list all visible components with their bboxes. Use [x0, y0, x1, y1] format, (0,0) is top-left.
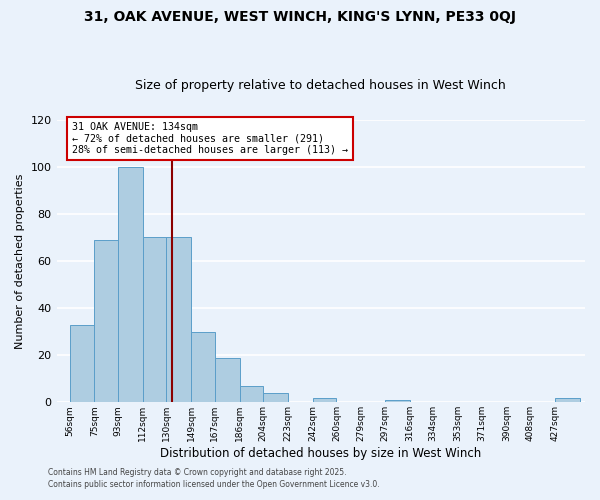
Bar [143, 238, 166, 402]
X-axis label: Distribution of detached houses by size in West Winch: Distribution of detached houses by size … [160, 447, 481, 460]
Text: Contains HM Land Registry data © Crown copyright and database right 2025.
Contai: Contains HM Land Registry data © Crown c… [48, 468, 380, 489]
Text: 31 OAK AVENUE: 134sqm
← 72% of detached houses are smaller (291)
28% of semi-det: 31 OAK AVENUE: 134sqm ← 72% of detached … [72, 122, 348, 155]
Bar [313, 398, 337, 402]
Bar [70, 324, 94, 402]
Bar [385, 400, 410, 402]
Y-axis label: Number of detached properties: Number of detached properties [15, 173, 25, 348]
Bar [555, 398, 580, 402]
Bar [166, 238, 191, 402]
Bar [239, 386, 263, 402]
Bar [191, 332, 215, 402]
Text: 31, OAK AVENUE, WEST WINCH, KING'S LYNN, PE33 0QJ: 31, OAK AVENUE, WEST WINCH, KING'S LYNN,… [84, 10, 516, 24]
Bar [118, 166, 143, 402]
Title: Size of property relative to detached houses in West Winch: Size of property relative to detached ho… [136, 79, 506, 92]
Bar [215, 358, 239, 403]
Bar [94, 240, 118, 402]
Bar [263, 393, 288, 402]
